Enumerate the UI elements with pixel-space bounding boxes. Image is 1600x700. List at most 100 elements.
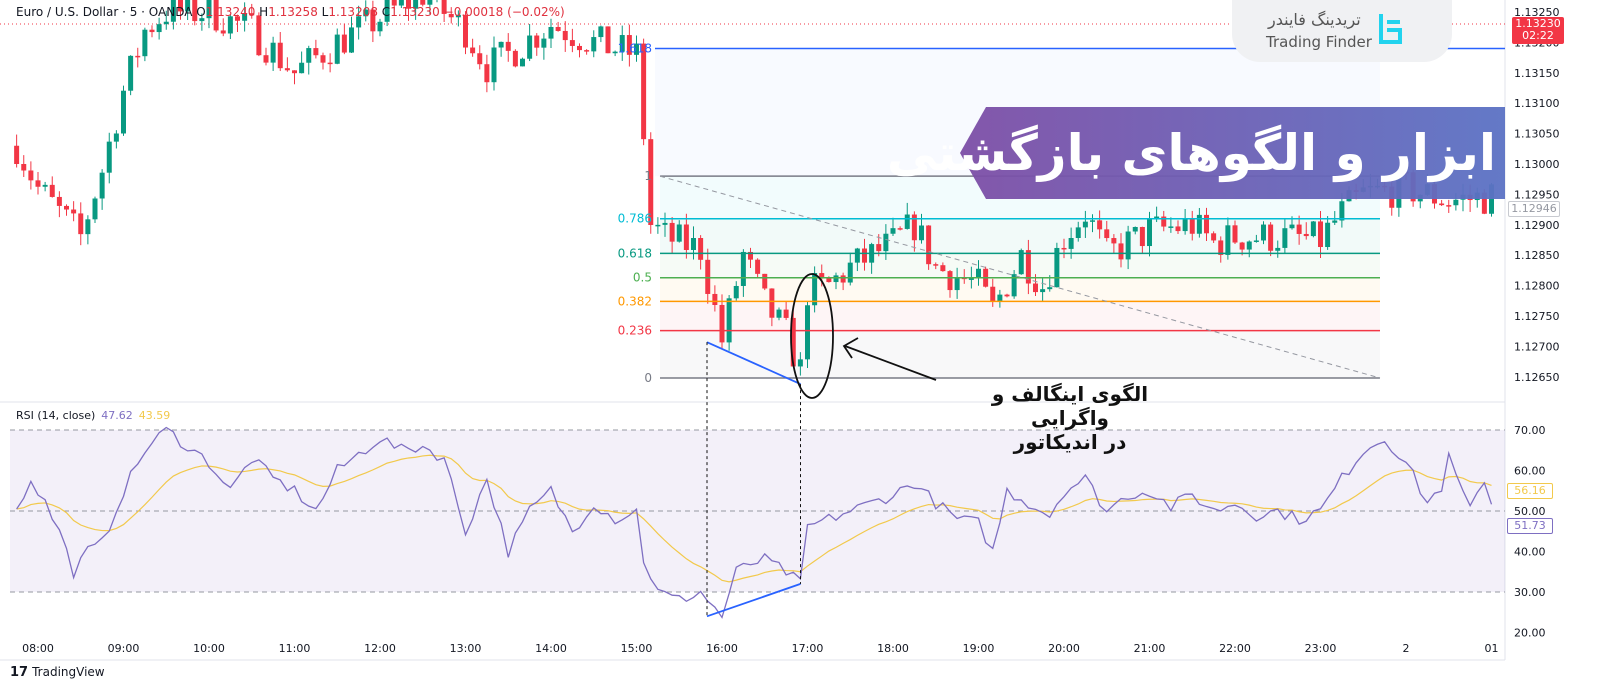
candle-down (1232, 225, 1238, 243)
time-axis-tick: 20:00 (1048, 642, 1080, 655)
candle-down (790, 317, 796, 367)
logo-mark-icon (1379, 14, 1402, 44)
candle-up (619, 35, 625, 52)
logo-text-en: Trading Finder (1266, 33, 1372, 51)
candle-down (584, 50, 590, 52)
candle-down (441, 0, 447, 14)
price-axis-tick: 1.12800 (1514, 280, 1560, 293)
candle-up (270, 42, 276, 63)
candle-down (826, 277, 832, 283)
annotation-text: الگوی اینگالف و واگرایی در اندیکاتور (955, 382, 1185, 454)
time-axis-tick: 13:00 (450, 642, 482, 655)
banner-title: ابزار و الگوهای بازگشتی (886, 124, 1496, 182)
candle-up (883, 233, 889, 252)
candle-down (1296, 224, 1302, 234)
candle-down (1481, 192, 1487, 214)
candle-down (406, 0, 411, 9)
candle-up (106, 141, 112, 173)
close-label: C (381, 5, 391, 19)
high-value: 1.13258 (268, 5, 318, 19)
candle-down (562, 30, 568, 41)
fib-zone (660, 277, 1380, 302)
current-price-tag: 1.13230 02:22 (1512, 17, 1564, 44)
candle-up (1332, 220, 1338, 223)
symbol-name[interactable]: Euro / U.S. Dollar · 5 · OANDA (16, 5, 193, 19)
candle-down (56, 196, 62, 206)
candle-up (655, 224, 661, 227)
high-label: H (259, 5, 269, 19)
candle-down (14, 145, 20, 164)
candle-up (455, 14, 461, 18)
candle-up (1047, 287, 1053, 290)
candle-down (947, 271, 953, 291)
candle-down (370, 9, 376, 32)
candle-up (1018, 250, 1024, 275)
title-banner (960, 107, 1505, 199)
candle-up (1075, 227, 1081, 239)
trading-finder-logo: تریدینگ فایندر Trading Finder (1232, 0, 1452, 62)
candle-down (213, 0, 219, 31)
candle-up (968, 278, 974, 280)
bar-countdown: 02:22 (1522, 29, 1554, 42)
candle-down (1111, 238, 1117, 244)
candle-down (512, 50, 518, 67)
candle-down (235, 16, 240, 21)
candle-up (797, 359, 803, 367)
candle-up (591, 37, 597, 52)
candle-up (356, 16, 362, 28)
price-axis-tick: 1.13250 (1514, 6, 1560, 19)
candle-down (669, 222, 675, 242)
change-value: −0.00018 (−0.02%) (443, 5, 565, 19)
candle-down (78, 213, 84, 235)
candle-down (1318, 221, 1323, 248)
candle-down (28, 170, 34, 181)
candle-down (605, 26, 611, 54)
open-label: O (196, 5, 206, 19)
rsi-ma-value: 43.59 (138, 409, 171, 422)
candle-down (477, 53, 483, 65)
logo-text-fa: تریدینگ فایندر (1268, 10, 1361, 29)
candle-up (890, 228, 896, 234)
candle-down (1303, 233, 1309, 237)
candle-down (555, 26, 561, 31)
rsi-axis-tick: 20.00 (1514, 627, 1546, 640)
candle-up (377, 21, 383, 32)
candle-down (1268, 224, 1274, 251)
fib-zone (660, 301, 1380, 331)
candle-down (783, 309, 789, 318)
candle-up (691, 238, 696, 250)
annotation-line-1: الگوی اینگالف و واگرایی (991, 382, 1149, 430)
candle-up (541, 38, 547, 48)
time-axis-tick: 16:00 (706, 642, 738, 655)
candle-down (748, 251, 753, 260)
price-axis-tick: 1.12950 (1514, 188, 1560, 201)
candle-up (92, 198, 98, 220)
rsi-label: RSI (14, close) (16, 409, 96, 422)
candle-down (719, 304, 725, 343)
candle-up (733, 285, 739, 299)
symbol-legend: Euro / U.S. Dollar · 5 · OANDA O1.13240 … (16, 5, 565, 19)
candle-up (1168, 226, 1174, 228)
candle-up (1196, 214, 1202, 234)
time-axis-tick: 22:00 (1219, 642, 1251, 655)
fib-level-label: 1 (644, 169, 652, 183)
candle-down (21, 163, 27, 171)
candle-up (498, 41, 504, 48)
rsi-legend[interactable]: RSI (14, close) 47.62 43.59 (16, 409, 170, 422)
low-value: 1.13208 (328, 5, 378, 19)
candle-up (156, 24, 162, 33)
candle-down (1061, 247, 1067, 250)
time-axis-tick: 01 (1485, 642, 1499, 655)
candle-down (220, 30, 226, 34)
price-axis-tick: 1.12750 (1514, 310, 1560, 323)
candle-up (413, 0, 419, 9)
candle-up (1261, 224, 1266, 241)
candle-up (997, 294, 1003, 302)
candle-up (163, 21, 169, 25)
rsi-axis-tick: 50.00 (1514, 505, 1546, 518)
tradingview-brand[interactable]: 𝟭𝟳 TradingView (10, 665, 105, 680)
rsi-axis-tick: 60.00 (1514, 465, 1546, 478)
candle-down (876, 244, 882, 252)
candle-down (71, 209, 77, 214)
